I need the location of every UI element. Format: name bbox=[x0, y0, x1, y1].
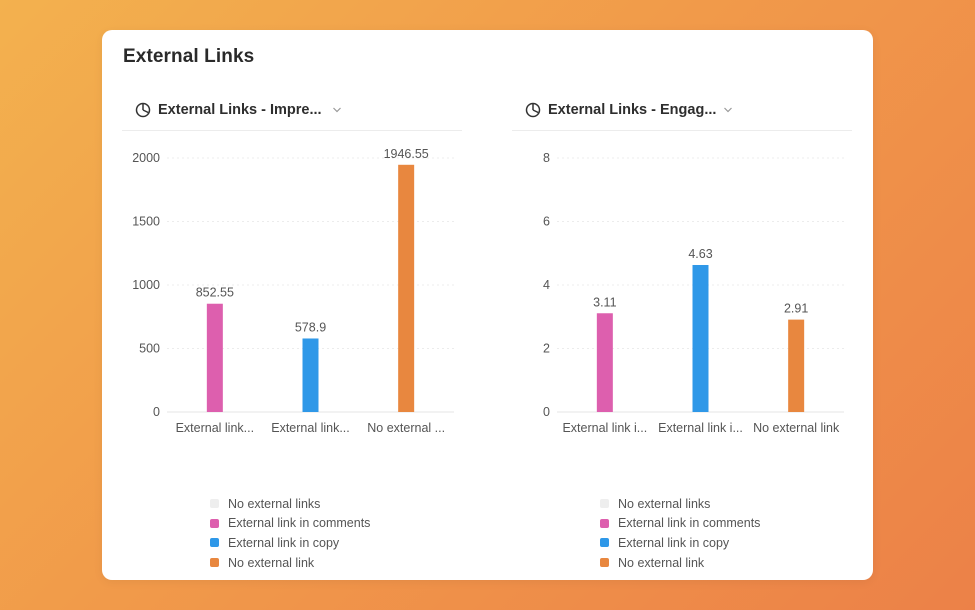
bar-value-label: 852.55 bbox=[196, 286, 234, 300]
x-tick-label: External link i... bbox=[562, 421, 647, 435]
legend-label: No external links bbox=[228, 496, 321, 511]
legend-item[interactable]: No external links bbox=[600, 494, 760, 514]
legend-label: External link in comments bbox=[228, 516, 371, 531]
legend-swatch bbox=[210, 518, 219, 528]
legend-item[interactable]: External link in copy bbox=[210, 533, 370, 553]
y-tick-label: 1000 bbox=[132, 278, 160, 292]
legend-item[interactable]: External link in comments bbox=[210, 514, 370, 534]
card-title: External Links bbox=[123, 46, 255, 67]
legend-label: External link in copy bbox=[228, 535, 340, 550]
y-tick-label: 1500 bbox=[132, 215, 160, 229]
bar[interactable] bbox=[302, 338, 319, 412]
legend-item[interactable]: No external link bbox=[600, 553, 760, 573]
y-tick-label: 0 bbox=[543, 405, 550, 419]
panel-title: External Links - Engag... bbox=[548, 102, 717, 118]
engagement-bar-chart: 0 2 4 6 8 3.11 External link i... 4.63 External … bbox=[543, 151, 844, 435]
legend-swatch bbox=[600, 538, 609, 548]
legend-swatch bbox=[600, 499, 609, 509]
bar[interactable] bbox=[206, 303, 223, 412]
legend-item[interactable]: No external links bbox=[210, 494, 370, 514]
pie-chart-icon bbox=[135, 102, 151, 118]
bar[interactable] bbox=[692, 264, 709, 412]
legend-item[interactable]: External link in comments bbox=[600, 514, 760, 534]
legend-label: External link in copy bbox=[618, 535, 730, 550]
y-tick-label: 2 bbox=[543, 342, 550, 356]
y-tick-label: 0 bbox=[153, 405, 160, 419]
legend-label: No external links bbox=[618, 496, 711, 511]
y-tick-label: 6 bbox=[543, 215, 550, 229]
legend-swatch bbox=[600, 558, 609, 568]
impressions-panel: External Links - Impre... 0 500 1000 1500 20… bbox=[122, 90, 464, 570]
x-tick-label: No external link bbox=[753, 421, 840, 435]
legend-swatch bbox=[210, 538, 219, 548]
chevron-down-icon[interactable] bbox=[332, 106, 342, 114]
chart-legend: No external links External link in comme… bbox=[600, 494, 760, 572]
bar-value-label: 3.11 bbox=[593, 295, 616, 309]
legend-label: External link in comments bbox=[618, 516, 761, 531]
legend-swatch bbox=[210, 499, 219, 509]
chart-legend: No external links External link in comme… bbox=[210, 494, 370, 572]
bar-value-label: 1946.55 bbox=[384, 147, 429, 161]
x-tick-label: No external ... bbox=[367, 421, 445, 435]
legend-item[interactable]: External link in copy bbox=[600, 533, 760, 553]
y-tick-label: 8 bbox=[543, 151, 550, 165]
external-links-card: External Links External Links - Impre...… bbox=[102, 30, 873, 580]
engagement-panel: External Links - Engag... 0 2 4 6 8 3.11 Exter… bbox=[512, 90, 854, 570]
x-tick-label: External link i... bbox=[658, 421, 743, 435]
impressions-bar-chart: 0 500 1000 1500 2000 852.55 External link... 57… bbox=[132, 147, 454, 435]
legend-item[interactable]: No external link bbox=[210, 553, 370, 573]
panel-header[interactable]: External Links - Engag... bbox=[512, 90, 852, 131]
bar-value-label: 2.91 bbox=[784, 302, 808, 316]
legend-label: No external link bbox=[228, 555, 315, 570]
bar-value-label: 578.9 bbox=[295, 320, 326, 334]
x-tick-label: External link... bbox=[271, 421, 350, 435]
legend-label: No external link bbox=[618, 555, 705, 570]
x-tick-label: External link... bbox=[176, 421, 255, 435]
bar[interactable] bbox=[788, 319, 805, 412]
y-tick-label: 2000 bbox=[132, 151, 160, 165]
pie-chart-icon bbox=[525, 102, 541, 118]
y-tick-label: 500 bbox=[139, 342, 160, 356]
legend-swatch bbox=[600, 518, 609, 528]
bar[interactable] bbox=[398, 164, 415, 412]
panel-header[interactable]: External Links - Impre... bbox=[122, 90, 462, 131]
bar[interactable] bbox=[596, 313, 613, 412]
bar-value-label: 4.63 bbox=[688, 247, 712, 261]
panel-title: External Links - Impre... bbox=[158, 102, 322, 118]
chevron-down-icon[interactable] bbox=[723, 106, 733, 114]
legend-swatch bbox=[210, 558, 219, 568]
y-tick-label: 4 bbox=[543, 278, 550, 292]
